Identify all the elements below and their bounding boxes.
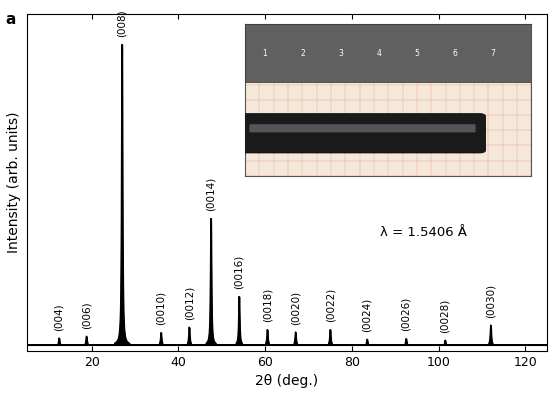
Text: λ = 1.5406 Å: λ = 1.5406 Å — [381, 226, 468, 239]
Text: (0014): (0014) — [206, 177, 216, 211]
Text: (0020): (0020) — [290, 290, 300, 325]
Text: (0018): (0018) — [262, 288, 272, 322]
Text: (0028): (0028) — [440, 298, 450, 333]
Text: (006): (006) — [81, 301, 91, 329]
Text: a: a — [6, 12, 16, 27]
Text: (0024): (0024) — [362, 297, 372, 332]
Text: (004): (004) — [54, 303, 64, 331]
Text: (0010): (0010) — [156, 291, 166, 325]
Y-axis label: Intensity (arb. units): Intensity (arb. units) — [7, 112, 21, 253]
Text: (0022): (0022) — [325, 288, 335, 322]
Text: (0026): (0026) — [401, 297, 411, 331]
Text: (0012): (0012) — [184, 286, 194, 320]
Text: (0016): (0016) — [234, 255, 244, 289]
X-axis label: 2θ (deg.): 2θ (deg.) — [255, 374, 319, 388]
Text: (0030): (0030) — [486, 284, 496, 318]
Text: (008): (008) — [117, 9, 127, 37]
